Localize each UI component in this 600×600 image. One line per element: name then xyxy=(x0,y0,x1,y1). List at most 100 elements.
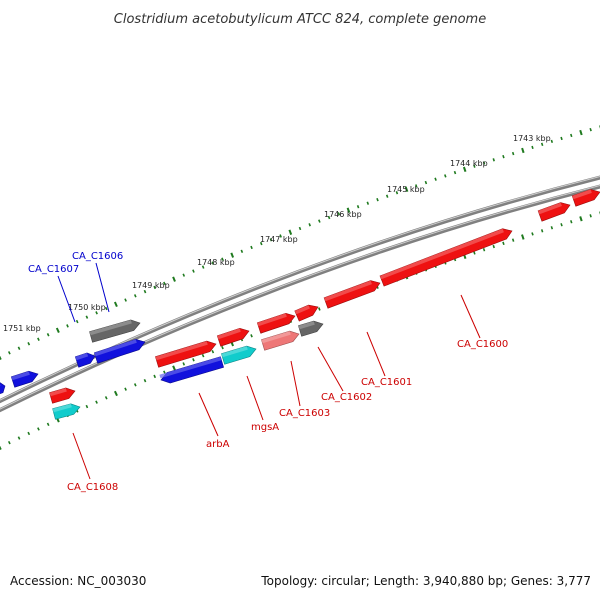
gene-label-leader xyxy=(366,331,386,377)
scale-label: 1748 kbp xyxy=(197,258,235,267)
scale-label: 1743 kbp xyxy=(513,134,551,143)
minor-tick xyxy=(221,257,224,261)
gene-block-pink-body xyxy=(261,330,300,351)
minor-tick xyxy=(133,294,137,298)
gene-block-gray-highlight xyxy=(89,319,132,336)
gene-label-leader xyxy=(198,392,219,437)
gene-labels: CA_C1606 CA_C1607 CA_C1608 arbA mgsACA_C1603… xyxy=(28,251,508,493)
gene-arrow-body xyxy=(323,280,381,309)
gene-label: mgsA xyxy=(251,422,279,433)
gene-arrow-reverse-highlight xyxy=(11,371,30,381)
minor-tick xyxy=(259,241,263,246)
minor-tick xyxy=(17,436,21,440)
minor-tick xyxy=(7,351,11,355)
minor-tick xyxy=(201,265,205,269)
gene-block-gray-highlight xyxy=(298,321,315,330)
minor-tick xyxy=(17,346,21,350)
gene-block-pink xyxy=(261,330,300,351)
minor-tick xyxy=(221,345,224,350)
gene-block-cyan-highlight xyxy=(221,346,248,358)
gene-arrow-reverse-highlight xyxy=(75,352,89,361)
major-tick xyxy=(55,327,60,334)
scale-label: 1746 kbp xyxy=(324,210,362,219)
scale-label: 1750 kbp xyxy=(68,303,106,312)
minor-tick xyxy=(473,251,476,255)
minor-tick xyxy=(424,180,428,185)
gene-label-leader xyxy=(57,275,76,323)
topology-text: Topology: circular; Length: 3,940,880 bp… xyxy=(261,574,591,588)
minor-tick xyxy=(143,378,147,383)
gene-label: arbA xyxy=(206,439,230,450)
major-tick xyxy=(462,166,467,173)
scale-label: 1745 kbp xyxy=(387,185,425,194)
major-tick xyxy=(172,276,176,282)
backbone-highlight xyxy=(0,176,600,401)
minor-tick xyxy=(201,353,205,358)
minor-tick xyxy=(550,139,554,144)
minor-tick xyxy=(192,358,195,362)
minor-tick xyxy=(133,383,137,387)
gene-label: CA_C1603 xyxy=(279,408,330,419)
gene-arrow xyxy=(379,228,513,287)
gene-arrow-reverse xyxy=(10,370,39,388)
minor-tick xyxy=(385,194,389,198)
gene-arrow xyxy=(49,387,76,404)
minor-tick xyxy=(104,396,108,400)
map-title: Clostridium acetobutylicum ATCC 824, com… xyxy=(114,12,486,27)
gene-arrow-reverse xyxy=(159,356,224,384)
gene-block-cyan-highlight xyxy=(52,403,72,413)
minor-tick xyxy=(366,201,370,205)
minor-tick xyxy=(153,285,157,290)
minor-tick xyxy=(240,249,244,253)
gene-arrow xyxy=(294,304,319,322)
major-tick xyxy=(172,365,176,371)
gene-label: CA_C1602 xyxy=(321,392,372,403)
minor-tick xyxy=(434,177,437,181)
minor-tick xyxy=(492,244,495,249)
gene-arrow-highlight xyxy=(572,189,592,200)
minor-tick xyxy=(327,215,331,220)
minor-tick xyxy=(376,197,379,202)
gene-features xyxy=(0,189,600,420)
minor-tick xyxy=(163,281,166,286)
gene-arrow xyxy=(155,340,217,368)
minor-tick xyxy=(482,248,486,252)
gene-block-pink-highlight xyxy=(261,331,291,344)
minor-tick xyxy=(85,315,89,319)
minor-tick xyxy=(85,404,89,409)
scale-label: 1751 kbp xyxy=(3,324,41,333)
gene-label-leader xyxy=(290,360,301,407)
gene-label-leader xyxy=(95,262,110,313)
minor-tick xyxy=(589,127,592,132)
major-tick xyxy=(521,234,525,240)
minor-tick xyxy=(560,223,563,227)
minor-tick xyxy=(124,298,127,302)
gene-arrow xyxy=(323,280,381,309)
minor-tick xyxy=(192,269,195,273)
gene-arrow-highlight xyxy=(257,313,287,327)
minor-tick xyxy=(211,349,215,354)
major-tick xyxy=(404,186,409,193)
major-tick xyxy=(579,216,583,222)
minor-tick xyxy=(308,223,311,227)
gene-block-cyan-body xyxy=(221,345,257,365)
gene-arrow-body xyxy=(216,327,250,347)
minor-tick xyxy=(153,374,157,379)
minor-tick xyxy=(570,133,573,138)
gene-arrow-highlight xyxy=(294,305,310,315)
scale-label: 1747 kbp xyxy=(260,235,298,244)
minor-tick xyxy=(75,319,79,324)
scale-labels: 1743 kbp 1744 kbp 1745 kbp 1746 kbp 1747 kbp… xyxy=(3,134,551,333)
minor-tick xyxy=(37,427,40,431)
major-tick xyxy=(230,252,235,258)
gene-block-cyan xyxy=(221,345,257,365)
minor-tick xyxy=(124,387,127,391)
major-tick xyxy=(288,229,293,235)
minor-tick xyxy=(482,161,486,165)
minor-tick xyxy=(269,238,273,242)
minor-tick xyxy=(531,232,534,236)
minor-tick xyxy=(550,226,554,230)
outer-tick-track xyxy=(0,125,600,360)
